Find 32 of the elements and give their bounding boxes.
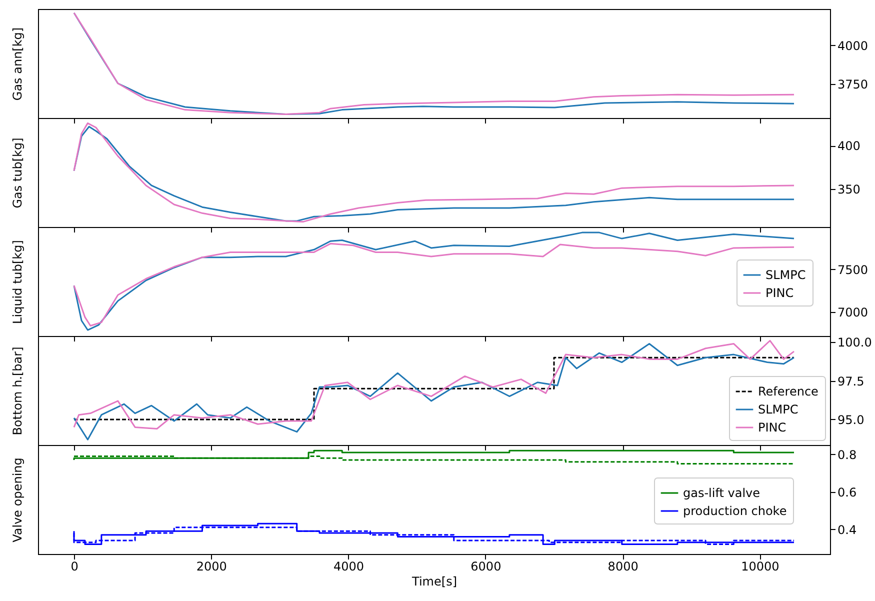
y-axis-title: Valve opening <box>10 458 24 542</box>
y-axis-title: Gas ann[kg] <box>10 27 24 101</box>
legend-label: PINC <box>766 286 794 300</box>
y-axis-title: Bottom h.[bar] <box>10 346 24 436</box>
x-tick-label: 2000 <box>196 560 227 574</box>
y-tick-label: 350 <box>838 182 860 196</box>
y-tick-label: 0.4 <box>838 522 857 537</box>
y-tick-label: 400 <box>838 139 860 154</box>
y-tick-label: 4000 <box>838 38 868 53</box>
y-tick-label: 97.5 <box>838 374 864 388</box>
x-axis-title: Time[s] <box>411 574 457 588</box>
y-tick-label: 7000 <box>838 306 868 320</box>
y-tick-label: 0.6 <box>838 485 857 500</box>
y-tick-label: 100.0 <box>838 336 872 350</box>
legend-label: PINC <box>758 420 786 434</box>
x-tick-label: 8000 <box>608 560 638 574</box>
y-tick-label: 95.0 <box>838 412 864 427</box>
legend-label: SLMPC <box>758 402 798 416</box>
y-tick-label: 3750 <box>838 77 868 92</box>
x-tick-label: 6000 <box>470 560 502 574</box>
y-axis-title: Gas tub[kg] <box>10 138 24 208</box>
y-tick-label: 7500 <box>838 262 868 277</box>
legend-label: Reference <box>758 384 818 398</box>
legend-label: SLMPC <box>766 268 806 282</box>
x-tick-label: 4000 <box>334 560 364 574</box>
legend-label: production choke <box>683 504 787 518</box>
x-tick-label: 0 <box>70 560 78 574</box>
legend-label: gas-lift valve <box>683 486 760 500</box>
y-tick-label: 0.8 <box>838 448 857 462</box>
line-series <box>73 12 795 116</box>
x-tick-label: 10000 <box>741 560 780 574</box>
y-axis-title: Liquid tub[kg] <box>10 240 24 324</box>
